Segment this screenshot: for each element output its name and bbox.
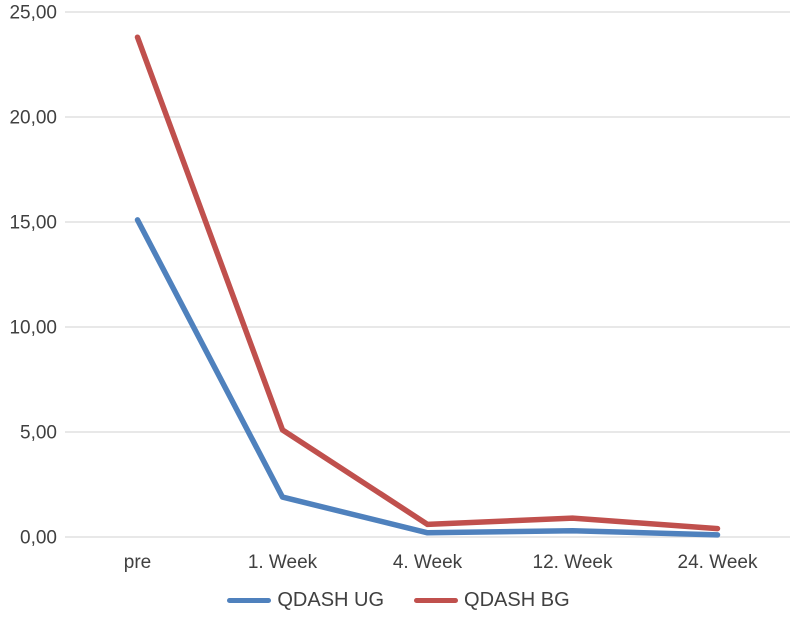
y-tick-label: 0,00 xyxy=(20,528,57,549)
legend-line-swatch-qdash-ug xyxy=(227,597,272,603)
y-tick-label: 25,00 xyxy=(9,3,57,24)
x-axis-label: 4. Week xyxy=(393,552,463,573)
x-axis-label: pre xyxy=(124,552,151,573)
series-line-qdash-bg xyxy=(134,34,721,532)
x-axis-label: 24. Week xyxy=(678,552,758,573)
y-tick-label: 10,00 xyxy=(9,318,57,339)
y-tick-label: 5,00 xyxy=(20,423,57,444)
legend-line-swatch-qdash-bg xyxy=(414,597,459,603)
legend: QDASH UG QDASH BG xyxy=(0,590,797,610)
x-axis-label: 12. Week xyxy=(533,552,613,573)
y-tick-label: 15,00 xyxy=(9,213,57,234)
y-tick-label: 20,00 xyxy=(9,108,57,129)
legend-label-qdash-ug: QDASH UG xyxy=(277,589,385,611)
legend-label-qdash-bg: QDASH BG xyxy=(464,589,570,611)
legend-item-qdash-ug: QDASH UG xyxy=(227,590,384,610)
legend-item-qdash-bg: QDASH BG xyxy=(414,590,570,610)
series-line-qdash-ug xyxy=(134,217,721,538)
x-axis-label: 1. Week xyxy=(248,552,318,573)
